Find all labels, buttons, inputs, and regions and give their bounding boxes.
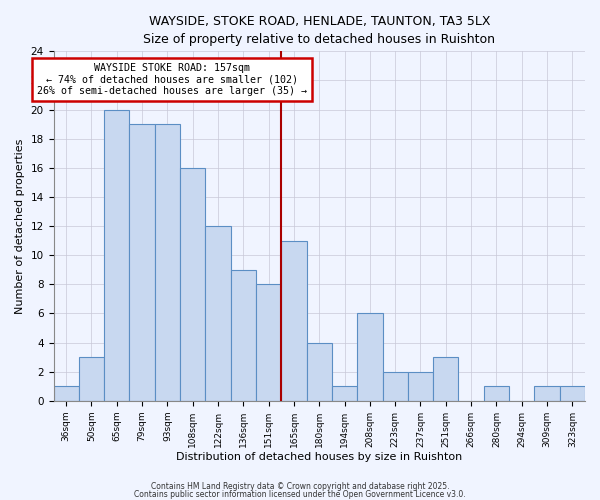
Bar	[408, 372, 433, 401]
Bar	[130, 124, 155, 401]
Bar	[357, 314, 383, 401]
Bar	[53, 386, 79, 401]
Text: WAYSIDE STOKE ROAD: 157sqm
← 74% of detached houses are smaller (102)
26% of sem: WAYSIDE STOKE ROAD: 157sqm ← 74% of deta…	[37, 63, 307, 96]
Bar	[230, 270, 256, 401]
Bar	[104, 110, 130, 401]
Text: Contains public sector information licensed under the Open Government Licence v3: Contains public sector information licen…	[134, 490, 466, 499]
Bar	[433, 357, 458, 401]
Bar	[484, 386, 509, 401]
Bar	[155, 124, 180, 401]
Bar	[79, 357, 104, 401]
Y-axis label: Number of detached properties: Number of detached properties	[15, 138, 25, 314]
Title: WAYSIDE, STOKE ROAD, HENLADE, TAUNTON, TA3 5LX
Size of property relative to deta: WAYSIDE, STOKE ROAD, HENLADE, TAUNTON, T…	[143, 15, 495, 46]
Bar	[535, 386, 560, 401]
Bar	[307, 342, 332, 401]
Bar	[205, 226, 230, 401]
Bar	[180, 168, 205, 401]
Bar	[256, 284, 281, 401]
Bar	[560, 386, 585, 401]
Bar	[383, 372, 408, 401]
Text: Contains HM Land Registry data © Crown copyright and database right 2025.: Contains HM Land Registry data © Crown c…	[151, 482, 449, 491]
Bar	[281, 240, 307, 401]
X-axis label: Distribution of detached houses by size in Ruishton: Distribution of detached houses by size …	[176, 452, 463, 462]
Bar	[332, 386, 357, 401]
